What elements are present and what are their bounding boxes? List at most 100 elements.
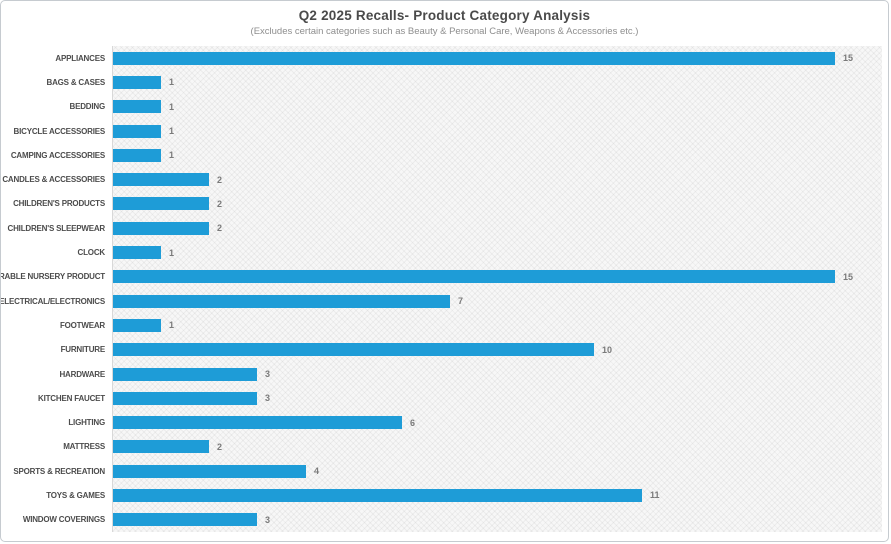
category-label: MATTRESS — [63, 442, 105, 452]
category-label: CHILDREN'S SLEEPWEAR — [7, 223, 106, 233]
value-label: 15 — [843, 271, 854, 282]
bar-track: 1 — [112, 70, 882, 94]
bar-row: BAGS & CASES 1 — [1, 70, 882, 94]
category-label: WINDOW COVERINGS — [22, 515, 105, 525]
bar — [113, 440, 209, 454]
bar — [113, 270, 835, 284]
bar-track: 2 — [112, 216, 882, 240]
value-label: 3 — [265, 369, 271, 379]
bar-track: 3 — [112, 386, 882, 410]
bar — [113, 246, 161, 260]
bar — [113, 294, 450, 308]
bar-track: 2 — [112, 167, 882, 191]
bar-row: TOYS & GAMES 11 — [1, 483, 882, 507]
bar — [113, 367, 257, 381]
bar-track: 1 — [112, 143, 882, 167]
category-label: KITCHEN FAUCET — [38, 393, 105, 403]
bar — [113, 391, 257, 405]
bar — [113, 318, 161, 332]
category-label: ELECTRICAL/ELECTRONICS — [0, 296, 105, 306]
value-label: 7 — [458, 296, 464, 307]
value-label: 1 — [169, 101, 175, 112]
bar — [113, 197, 209, 211]
bar — [113, 124, 161, 138]
bar-row: CHILDREN'S SLEEPWEAR 2 — [1, 216, 882, 240]
bar-row: ELECTRICAL/ELECTRONICS 7 — [1, 289, 882, 313]
value-label: 1 — [169, 77, 175, 88]
bar-track: 1 — [112, 240, 882, 264]
bar-row: FOOTWEAR 1 — [1, 313, 882, 337]
value-label: 2 — [217, 198, 223, 209]
category-label: DURABLE NURSERY PRODUCT — [1, 272, 105, 282]
value-label: 1 — [169, 247, 175, 258]
bar-track: 6 — [112, 410, 882, 434]
category-label: APPLIANCES — [55, 53, 105, 63]
bar-row: BEDDING 1 — [1, 95, 882, 119]
bar — [113, 488, 642, 502]
bar — [113, 148, 161, 162]
category-label: LIGHTING — [68, 418, 105, 428]
bar — [113, 416, 402, 430]
bar-rows-container: APPLIANCES 15 BAGS & CASES 1 BEDDING 1 BICYCLE… — [1, 46, 882, 532]
value-label: 3 — [265, 393, 271, 404]
plot-area-background — [112, 46, 882, 532]
value-label: 2 — [217, 174, 223, 185]
bar-track: 2 — [112, 435, 882, 459]
bar-track: 3 — [112, 362, 882, 386]
bar — [113, 513, 257, 527]
bar — [113, 173, 209, 187]
bar-track: 3 — [112, 508, 882, 532]
chart-title: Q2 2025 Recalls- Product Category Analys… — [298, 8, 591, 23]
bar-row: LIGHTING 6 — [1, 410, 882, 434]
category-label: HARDWARE — [59, 369, 105, 379]
value-label: 3 — [265, 514, 271, 525]
value-label: 15 — [843, 53, 854, 64]
bar — [113, 464, 306, 478]
category-label: CLOCK — [77, 248, 106, 258]
value-label: 2 — [217, 223, 223, 234]
bar-track: 15 — [112, 265, 882, 289]
bar — [113, 221, 209, 235]
value-label: 4 — [314, 466, 320, 477]
value-label: 6 — [410, 417, 416, 428]
value-label: 11 — [650, 490, 660, 501]
bar-track: 4 — [112, 459, 882, 483]
bar-track: 1 — [112, 95, 882, 119]
category-label: CHILDREN'S PRODUCTS — [13, 199, 105, 209]
category-label: FOOTWEAR — [59, 320, 105, 330]
bar-row: FURNITURE 10 — [1, 338, 882, 362]
bar-row: CHILDREN'S PRODUCTS 2 — [1, 192, 882, 216]
bar-row: DURABLE NURSERY PRODUCT 15 — [1, 265, 882, 289]
bar — [113, 75, 161, 89]
bar-track: 10 — [112, 338, 882, 362]
bar-track: 7 — [112, 289, 882, 313]
category-label: BEDDING — [69, 102, 106, 112]
category-label: BICYCLE ACCESSORIES — [13, 126, 106, 136]
bar-track: 11 — [112, 483, 882, 507]
value-label: 10 — [602, 344, 613, 355]
category-label: CANDLES & ACCESSORIES — [2, 175, 105, 185]
bar-row: SPORTS & RECREATION 4 — [1, 459, 882, 483]
bar-row: CAMPING ACCESSORIES 1 — [1, 143, 882, 167]
bar-row: CLOCK 1 — [1, 240, 882, 264]
category-label: CAMPING ACCESSORIES — [10, 150, 105, 160]
bar-track: 15 — [112, 46, 882, 70]
bar — [113, 51, 835, 65]
bar-track: 2 — [112, 192, 882, 216]
bar — [113, 100, 161, 114]
value-label: 1 — [169, 150, 175, 161]
value-label: 1 — [169, 126, 175, 137]
category-label: BAGS & CASES — [46, 77, 106, 87]
bar-track: 1 — [112, 119, 882, 143]
bar-row: HARDWARE 3 — [1, 362, 882, 386]
category-label: SPORTS & RECREATION — [13, 466, 105, 476]
value-label: 1 — [169, 320, 175, 331]
bar-row: WINDOW COVERINGS 3 — [1, 508, 882, 532]
bar-track: 1 — [112, 313, 882, 337]
category-label: TOYS & GAMES — [46, 490, 105, 500]
value-label: 2 — [217, 441, 223, 452]
bar-row: MATTRESS 2 — [1, 435, 882, 459]
category-label: FURNITURE — [60, 345, 106, 355]
bar — [113, 343, 594, 357]
